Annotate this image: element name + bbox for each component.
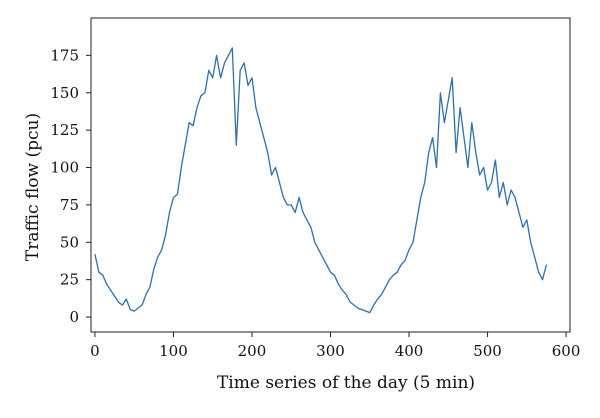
x-tick-label: 600 [552, 342, 581, 360]
x-tick-label: 400 [395, 342, 424, 360]
y-tick-label: 0 [69, 308, 79, 326]
y-tick-label: 50 [60, 233, 79, 251]
y-tick-label: 125 [50, 121, 79, 139]
x-tick-label: 500 [473, 342, 502, 360]
series-line-0 [94, 47, 548, 314]
y-tick-label: 150 [50, 84, 79, 102]
x-axis-label: Time series of the day (5 min) [217, 373, 475, 393]
y-axis-label: Traffic flow (pcu) [23, 113, 43, 261]
y-tick-label: 75 [60, 196, 79, 214]
x-tick-label: 100 [159, 342, 188, 360]
x-tick-label: 200 [238, 342, 267, 360]
y-tick-label: 100 [50, 159, 79, 177]
y-tick-label: 175 [50, 46, 79, 64]
x-tick-label: 0 [90, 342, 100, 360]
plot-frame [90, 17, 571, 333]
x-tick-label: 300 [316, 342, 345, 360]
y-tick-label: 25 [60, 271, 79, 289]
